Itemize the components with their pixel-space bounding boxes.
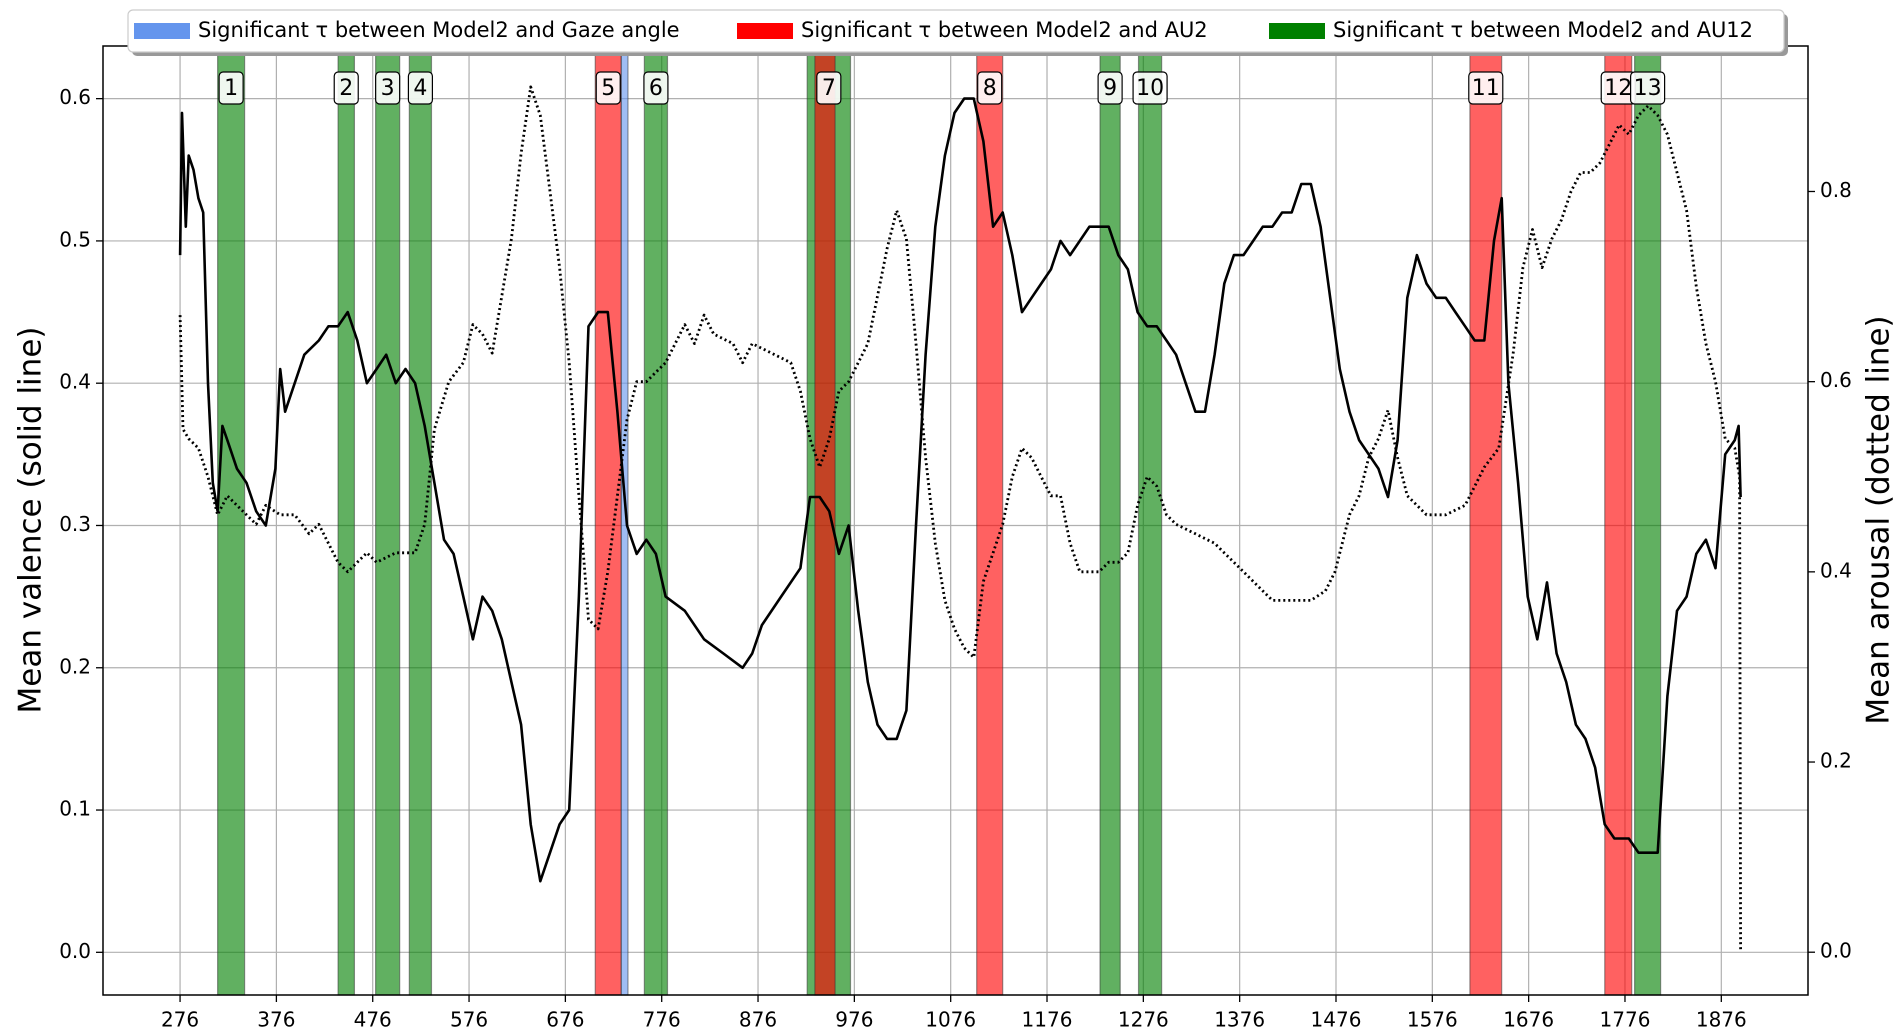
y-tick-label: 0.0 [59,939,91,963]
band-label-text: 13 [1634,76,1662,101]
highlight-band [1137,45,1163,996]
x-tick-label: 276 [161,1008,199,1032]
band-label: 10 [1132,71,1168,105]
band-label: 4 [407,71,433,105]
band-label-box [643,71,669,105]
band-label-text: 6 [649,76,663,101]
band-label: 5 [595,71,621,105]
y-tick-label: 0.2 [59,654,91,678]
legend-box [127,9,1785,53]
x-tick-label: 1476 [1311,1008,1362,1032]
y-axis-label: Mean valence (solid line) [13,327,49,714]
band-label: 9 [1097,71,1123,105]
band-label-box [816,71,842,105]
x-tick-label: 376 [257,1008,295,1032]
band-label-text: 7 [822,76,836,101]
x-tick-label: 1776 [1600,1008,1651,1032]
y2-tick-label: 0.6 [1820,368,1852,392]
y-tick-label: 0.1 [59,797,91,821]
band-label: 11 [1468,71,1504,105]
x-tick-label: 1276 [1118,1008,1169,1032]
x-tick-label: 576 [450,1008,488,1032]
band-label-box [977,71,1003,105]
x-tick-label: 876 [739,1008,777,1032]
band-label-text: 10 [1136,76,1164,101]
x-tick-label: 1576 [1407,1008,1458,1032]
band-label-text: 9 [1103,76,1117,101]
x-tick-label: 1676 [1503,1008,1554,1032]
y-tick-label: 0.3 [59,512,91,536]
band-label: 12 [1600,71,1636,105]
x-tick-label: 1376 [1214,1008,1265,1032]
y2-tick-label: 0.4 [1820,558,1852,582]
x-tick-label: 976 [835,1008,873,1032]
highlight-band [337,45,356,996]
x-tick-label: 676 [546,1008,584,1032]
band-label-text: 5 [601,76,615,101]
y2-tick-label: 0.8 [1820,178,1852,202]
highlight-band [217,45,246,996]
band-label: 2 [333,71,359,105]
band-label: 7 [816,71,842,105]
band-label-box [1468,71,1504,105]
band-label-box [1132,71,1168,105]
band-label-text: 2 [339,76,353,101]
x-tick-label: 776 [643,1008,681,1032]
band-label: 8 [977,71,1003,105]
highlight-band [643,45,669,996]
highlight-band [408,45,433,996]
legend-label: Significant τ between Model2 and AU12 [1333,18,1753,42]
band-label-box [595,71,621,105]
band-label-text: 12 [1604,76,1632,101]
band-label-box [375,71,401,105]
x-tick-label: 1076 [925,1008,976,1032]
x-tick-label: 476 [354,1008,392,1032]
band-label-box [333,71,359,105]
band-label-box [1630,71,1666,105]
highlight-band [594,45,622,996]
highlight-band [1469,45,1503,996]
highlight-band [1099,45,1121,996]
highlight-band [1634,45,1662,996]
band-label-box [1097,71,1123,105]
highlight-band [375,45,401,996]
band-label: 1 [218,71,244,105]
y2-axis-label: Mean arousal (dotted line) [1861,315,1897,724]
legend-label: Significant τ between Model2 and Gaze an… [198,18,680,42]
y2-tick-label: 0.2 [1820,749,1852,773]
band-label-text: 11 [1472,76,1500,101]
x-tick-label: 1876 [1696,1008,1747,1032]
y2-tick-label: 0.0 [1820,939,1852,963]
band-label-box [407,71,433,105]
band-label: 13 [1630,71,1666,105]
highlight-band [1604,45,1633,996]
data-line [178,85,1742,953]
band-label-text: 4 [413,76,427,101]
band-label-text: 8 [983,76,997,101]
data-line [178,97,1742,883]
y-tick-label: 0.6 [59,85,91,109]
band-label: 6 [643,71,669,105]
y-tick-label: 0.4 [59,370,91,394]
x-tick-label: 1176 [1022,1008,1073,1032]
legend-swatch [134,23,190,39]
band-label: 3 [375,71,401,105]
legend-swatch [737,23,793,39]
band-label-text: 3 [381,76,395,101]
band-label-text: 1 [224,76,238,101]
band-label-box [218,71,244,105]
legend-swatch [1269,23,1325,39]
y-tick-label: 0.5 [59,227,91,251]
highlight-band [976,45,1004,996]
legend: Significant τ between Model2 and Gaze an… [127,9,1788,56]
legend-label: Significant τ between Model2 and AU2 [801,18,1208,42]
plot-frame [102,45,1809,996]
